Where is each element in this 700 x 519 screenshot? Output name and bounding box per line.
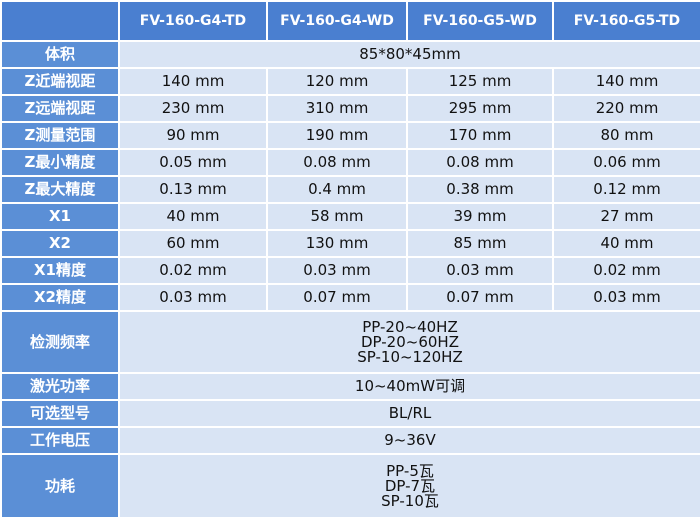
cell: 0.03 mm (266, 256, 408, 285)
row-label: 激光功率 (0, 372, 120, 401)
cell: 120 mm (266, 67, 408, 96)
cell: 0.02 mm (552, 256, 700, 285)
table-row: 功耗 PP-5瓦 DP-7瓦 SP-10瓦 (0, 453, 700, 519)
table-row: 激光功率 10~40mW可调 (0, 372, 700, 401)
column-header: FV-160-G4-TD (118, 0, 268, 42)
cell: 190 mm (266, 121, 408, 150)
column-header: FV-160-G4-WD (266, 0, 408, 42)
cell: 40 mm (118, 202, 268, 231)
table-row: 可选型号 BL/RL (0, 399, 700, 428)
cell: 60 mm (118, 229, 268, 258)
cell-line: DP-7瓦 (384, 476, 436, 495)
cell: 230 mm (118, 94, 268, 123)
cell: PP-20~40HZ DP-20~60HZ SP-10~120HZ (118, 310, 700, 374)
cell: 220 mm (552, 94, 700, 123)
cell: 0.08 mm (266, 148, 408, 177)
table-row: Z最大精度 0.13 mm 0.4 mm 0.38 mm 0.12 mm (0, 175, 700, 204)
table-row: Z最小精度 0.05 mm 0.08 mm 0.08 mm 0.06 mm (0, 148, 700, 177)
header-row: FV-160-G4-TD FV-160-G4-WD FV-160-G5-WD FV-1… (0, 0, 700, 42)
cell: 85 mm (406, 229, 554, 258)
table-row: 体积 85*80*45mm (0, 40, 700, 69)
table-row: Z远端视距 230 mm 310 mm 295 mm 220 mm (0, 94, 700, 123)
table-row: Z近端视距 140 mm 120 mm 125 mm 140 mm (0, 67, 700, 96)
row-label: X1精度 (0, 256, 120, 285)
cell: 0.03 mm (552, 283, 700, 312)
row-label: 可选型号 (0, 399, 120, 428)
row-label: 功耗 (0, 453, 120, 519)
cell: 0.08 mm (406, 148, 554, 177)
cell: 0.13 mm (118, 175, 268, 204)
row-label: Z远端视距 (0, 94, 120, 123)
cell: 0.03 mm (118, 283, 268, 312)
row-label: 检测频率 (0, 310, 120, 374)
cell: 310 mm (266, 94, 408, 123)
row-label: X2 (0, 229, 120, 258)
cell: 130 mm (266, 229, 408, 258)
cell: 170 mm (406, 121, 554, 150)
table-row: X1精度 0.02 mm 0.03 mm 0.03 mm 0.02 mm (0, 256, 700, 285)
table-row: X2精度 0.03 mm 0.07 mm 0.07 mm 0.03 mm (0, 283, 700, 312)
cell: 58 mm (266, 202, 408, 231)
cell: 90 mm (118, 121, 268, 150)
cell: 0.02 mm (118, 256, 268, 285)
cell: 0.06 mm (552, 148, 700, 177)
cell-line: SP-10瓦 (381, 491, 439, 510)
cell-line: PP-20~40HZ (362, 317, 458, 336)
table-row: Z测量范围 90 mm 190 mm 170 mm 80 mm (0, 121, 700, 150)
corner-cell (0, 0, 120, 42)
row-label: 工作电压 (0, 426, 120, 455)
cell: 27 mm (552, 202, 700, 231)
cell: PP-5瓦 DP-7瓦 SP-10瓦 (118, 453, 700, 519)
cell: 140 mm (118, 67, 268, 96)
table-row: X1 40 mm 58 mm 39 mm 27 mm (0, 202, 700, 231)
cell: BL/RL (118, 399, 700, 428)
cell: 125 mm (406, 67, 554, 96)
cell: 40 mm (552, 229, 700, 258)
row-label: Z最大精度 (0, 175, 120, 204)
row-label: Z近端视距 (0, 67, 120, 96)
cell: 80 mm (552, 121, 700, 150)
cell: 39 mm (406, 202, 554, 231)
cell: 0.05 mm (118, 148, 268, 177)
cell: 10~40mW可调 (118, 372, 700, 401)
table-row: 检测频率 PP-20~40HZ DP-20~60HZ SP-10~120HZ (0, 310, 700, 374)
cell: 0.03 mm (406, 256, 554, 285)
cell: 140 mm (552, 67, 700, 96)
cell-line: SP-10~120HZ (357, 347, 463, 366)
cell: 0.07 mm (266, 283, 408, 312)
column-header: FV-160-G5-TD (552, 0, 700, 42)
cell: 295 mm (406, 94, 554, 123)
row-label: 体积 (0, 40, 120, 69)
cell: 0.12 mm (552, 175, 700, 204)
cell: 0.07 mm (406, 283, 554, 312)
table-row: X2 60 mm 130 mm 85 mm 40 mm (0, 229, 700, 258)
cell-line: DP-20~60HZ (361, 332, 459, 351)
table-row: 工作电压 9~36V (0, 426, 700, 455)
cell: 9~36V (118, 426, 700, 455)
row-label: Z测量范围 (0, 121, 120, 150)
row-label: X2精度 (0, 283, 120, 312)
row-label: X1 (0, 202, 120, 231)
cell: 0.4 mm (266, 175, 408, 204)
row-label: Z最小精度 (0, 148, 120, 177)
column-header: FV-160-G5-WD (406, 0, 554, 42)
cell: 0.38 mm (406, 175, 554, 204)
cell-line: PP-5瓦 (386, 461, 434, 480)
cell: 85*80*45mm (118, 40, 700, 69)
